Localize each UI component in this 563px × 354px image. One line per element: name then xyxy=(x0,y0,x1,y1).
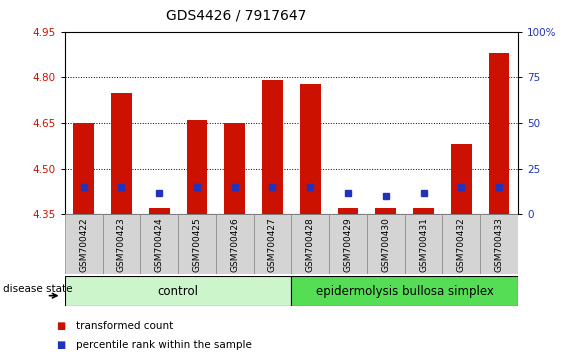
Bar xyxy=(262,80,283,214)
Text: control: control xyxy=(158,285,199,298)
Bar xyxy=(140,214,178,274)
Bar xyxy=(367,214,405,274)
Bar xyxy=(149,208,169,214)
Bar xyxy=(405,214,443,274)
Text: GSM700431: GSM700431 xyxy=(419,217,428,272)
Bar xyxy=(338,208,359,214)
Text: GSM700430: GSM700430 xyxy=(381,217,390,272)
Bar xyxy=(292,214,329,274)
Bar xyxy=(292,276,518,306)
Text: percentile rank within the sample: percentile rank within the sample xyxy=(76,340,252,350)
Bar xyxy=(376,208,396,214)
Bar xyxy=(65,214,102,274)
Text: GSM700422: GSM700422 xyxy=(79,217,88,272)
Bar xyxy=(480,214,518,274)
Text: GSM700424: GSM700424 xyxy=(155,217,164,272)
Text: GSM700433: GSM700433 xyxy=(494,217,503,272)
Bar xyxy=(489,53,510,214)
Text: GSM700423: GSM700423 xyxy=(117,217,126,272)
Bar xyxy=(102,214,140,274)
Text: GSM700425: GSM700425 xyxy=(193,217,202,272)
Text: transformed count: transformed count xyxy=(76,321,173,331)
Bar xyxy=(224,123,245,214)
Bar xyxy=(178,214,216,274)
Bar xyxy=(413,208,434,214)
Text: disease state: disease state xyxy=(3,284,72,295)
Text: ■: ■ xyxy=(56,321,65,331)
Text: GSM700428: GSM700428 xyxy=(306,217,315,272)
Text: GSM700427: GSM700427 xyxy=(268,217,277,272)
Bar xyxy=(65,276,292,306)
Bar xyxy=(216,214,253,274)
Text: GSM700429: GSM700429 xyxy=(343,217,352,272)
Bar xyxy=(451,144,472,214)
Bar xyxy=(443,214,480,274)
Bar xyxy=(300,84,320,214)
Bar xyxy=(186,120,207,214)
Bar xyxy=(253,214,292,274)
Text: GSM700432: GSM700432 xyxy=(457,217,466,272)
Bar xyxy=(111,93,132,214)
Text: epidermolysis bullosa simplex: epidermolysis bullosa simplex xyxy=(316,285,494,298)
Text: GDS4426 / 7917647: GDS4426 / 7917647 xyxy=(166,9,307,23)
Text: ■: ■ xyxy=(56,340,65,350)
Text: GSM700426: GSM700426 xyxy=(230,217,239,272)
Bar xyxy=(329,214,367,274)
Bar xyxy=(73,123,94,214)
